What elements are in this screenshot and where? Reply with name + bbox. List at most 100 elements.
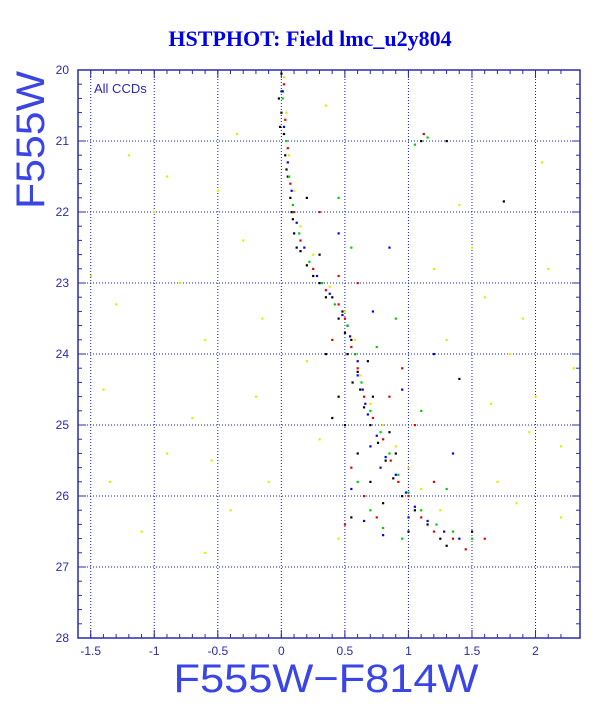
y-tick-labels: 20 21 22 23 24 25 26 27 28: [56, 63, 70, 645]
data-point: [350, 345, 353, 349]
data-point: [293, 232, 296, 235]
data-point: [254, 395, 258, 398]
data-point: [375, 516, 378, 519]
data-point: [432, 353, 436, 356]
data-point: [439, 509, 442, 512]
data-point: [305, 264, 308, 267]
data-point: [281, 90, 284, 93]
data-point: [369, 480, 372, 483]
data-point: [445, 487, 448, 491]
y-tick-label: 28: [56, 631, 70, 645]
data-point: [382, 534, 385, 537]
y-axis-label: F555W: [9, 71, 53, 209]
data-point: [356, 374, 359, 377]
data-point: [362, 395, 366, 398]
data-point: [362, 519, 366, 523]
data-point: [362, 495, 366, 498]
grid: [78, 70, 580, 638]
data-point: [445, 544, 448, 547]
data-point: [515, 502, 518, 505]
data-point: [343, 424, 347, 427]
data-point: [295, 221, 298, 224]
data-point: [404, 491, 408, 494]
data-point: [432, 267, 436, 270]
data-point: [439, 537, 442, 540]
data-point: [362, 406, 366, 409]
data-point: [401, 367, 404, 370]
data-point: [178, 282, 181, 285]
data-point: [324, 104, 328, 107]
data-point: [343, 331, 347, 334]
data-point: [343, 523, 347, 526]
data-point: [282, 83, 286, 86]
data-point: [337, 537, 340, 540]
data-point: [384, 455, 387, 459]
data-point: [401, 495, 404, 498]
data-point: [445, 140, 448, 143]
annotation-all-ccds: All CCDs: [94, 81, 147, 96]
data-point: [102, 388, 105, 391]
data-point: [328, 285, 331, 288]
data-point: [289, 182, 292, 185]
y-tick-label: 25: [56, 418, 70, 432]
data-point: [356, 282, 359, 285]
data-point: [388, 395, 391, 398]
data-point: [426, 136, 429, 139]
data-point: [115, 303, 118, 306]
data-point: [382, 526, 385, 530]
data-point: [318, 211, 321, 214]
x-tick-labels: -1.5 -1 -0.5 0 0.5 1 1.5 2: [80, 644, 539, 658]
data-point: [289, 196, 292, 199]
x-tick-label: 1.5: [464, 644, 481, 658]
y-tick-label: 22: [56, 205, 70, 219]
data-point: [369, 509, 372, 512]
data-point: [375, 345, 378, 349]
data-point: [341, 310, 344, 313]
data-point: [331, 338, 334, 341]
y-tick-label: 20: [56, 63, 70, 77]
data-point: [153, 211, 156, 214]
data-point: [547, 267, 550, 270]
data-point: [534, 395, 537, 398]
data-point: [451, 530, 455, 533]
x-tick-label: 2: [532, 644, 539, 658]
data-point: [420, 509, 423, 512]
data-point: [346, 324, 349, 327]
data-point: [285, 168, 288, 171]
data-point: [324, 296, 328, 299]
data-point: [432, 530, 436, 533]
data-point: [413, 424, 416, 427]
data-point: [280, 90, 283, 93]
data-point: [382, 502, 385, 505]
data-point: [356, 360, 359, 363]
data-point: [413, 505, 416, 508]
data-point: [470, 530, 474, 533]
data-point: [279, 125, 282, 128]
data-point: [333, 303, 336, 306]
data-point: [407, 466, 410, 469]
data-point: [277, 97, 280, 100]
axis-ticks: [78, 69, 580, 639]
data-point: [282, 125, 286, 128]
data-point: [435, 523, 438, 526]
x-axis-label: F555W−F814W: [174, 657, 479, 701]
data-point: [127, 154, 131, 157]
data-point: [397, 480, 400, 483]
data-point: [204, 338, 207, 341]
data-point: [389, 459, 392, 462]
data-point: [204, 551, 207, 554]
data-point: [324, 353, 328, 356]
data-point: [328, 292, 331, 295]
data-point: [432, 480, 436, 483]
data-point: [369, 409, 372, 412]
data-point: [392, 477, 395, 480]
data-point: [299, 250, 302, 253]
data-point: [464, 548, 467, 551]
data-point: [420, 516, 423, 519]
chart-title: HSTPHOT: Field lmc_u2y804: [168, 26, 451, 51]
x-tick-label: 0: [278, 644, 285, 658]
data-point: [361, 388, 364, 391]
data-point: [286, 161, 289, 164]
data-point: [286, 175, 289, 178]
data-point: [356, 480, 359, 483]
